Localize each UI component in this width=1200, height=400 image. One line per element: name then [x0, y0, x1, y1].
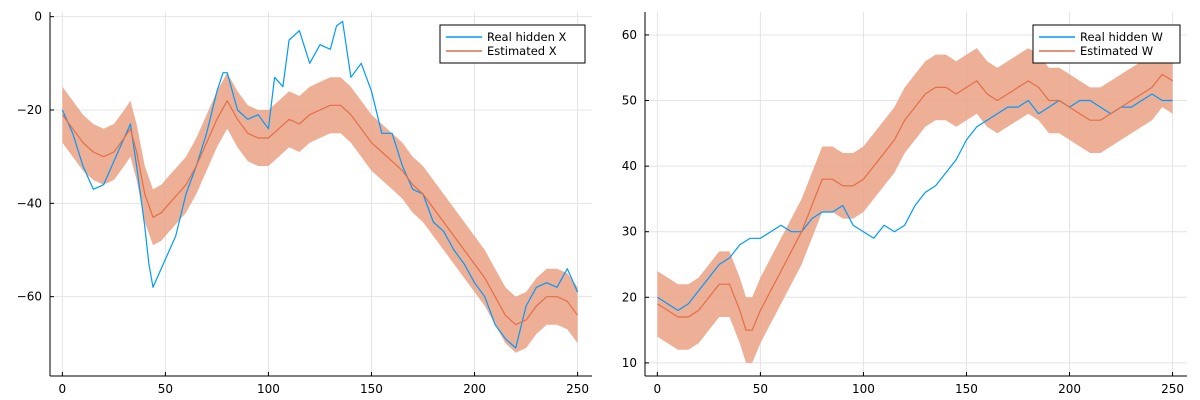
x-tick-label: 250 — [1161, 382, 1184, 396]
y-tick-label: 40 — [622, 159, 637, 173]
x-tick-label: 50 — [753, 382, 768, 396]
x-tick-label: 50 — [158, 382, 173, 396]
legend-label: Estimated W — [1080, 44, 1153, 58]
x-tick-label: 150 — [360, 382, 383, 396]
y-tick-label: 20 — [622, 290, 637, 304]
y-tick-label: 10 — [622, 356, 637, 370]
chart-x: 0 50 100 150 200 250 0 −20 −40 −60 Real hidden XEs… — [17, 10, 592, 396]
y-tick-label: −20 — [17, 103, 42, 117]
series-line-real-hidden-w — [657, 93, 1173, 311]
x-tick-label: 100 — [257, 382, 280, 396]
y-tick-label: −60 — [17, 290, 42, 304]
legend-label: Real hidden X — [487, 30, 567, 44]
series-line-estimated-w — [657, 73, 1173, 331]
confidence-band-1 — [657, 41, 1173, 363]
y-tick-label: 50 — [622, 94, 637, 108]
series-line-estimated-x — [61, 100, 579, 326]
chart-w: 0 50 100 150 200 250 10 20 30 40 50 60 Real hidden W… — [622, 12, 1187, 396]
x-tick-label: 200 — [1058, 382, 1081, 396]
y-tick-label: 0 — [34, 10, 42, 24]
legend-label: Estimated X — [487, 44, 557, 58]
legend-box — [1032, 24, 1181, 64]
x-tick-label: 250 — [566, 382, 589, 396]
y-tick-label: 60 — [622, 28, 637, 42]
series-line-real-hidden-x — [61, 20, 579, 349]
confidence-band-0 — [62, 72, 578, 353]
legend-label: Real hidden W — [1080, 30, 1163, 44]
legend-box — [439, 24, 586, 64]
x-tick-label: 0 — [59, 382, 67, 396]
x-tick-label: 100 — [852, 382, 875, 396]
y-tick-label: 30 — [622, 225, 637, 239]
x-tick-label: 200 — [463, 382, 486, 396]
x-tick-label: 150 — [955, 382, 978, 396]
y-tick-label: −40 — [17, 196, 42, 210]
x-tick-label: 0 — [654, 382, 662, 396]
